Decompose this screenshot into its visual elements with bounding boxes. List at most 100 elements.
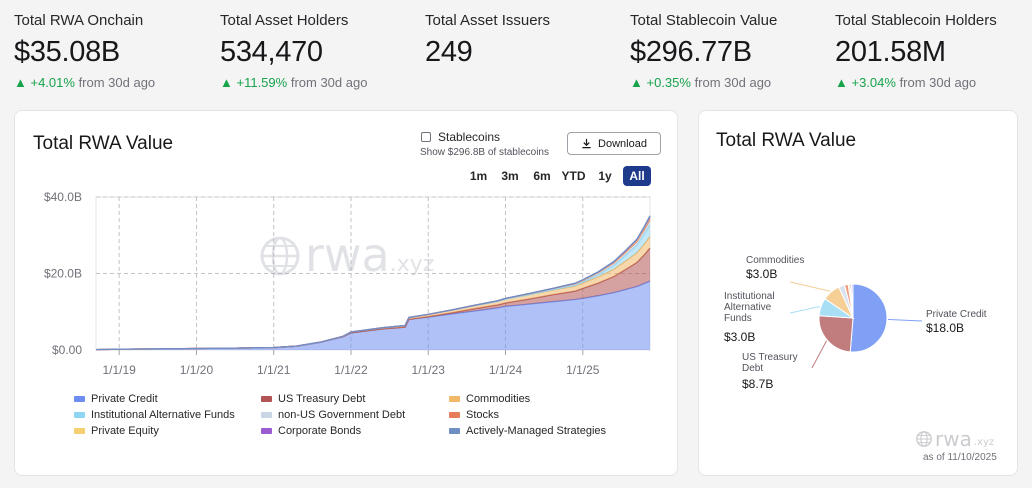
stat-total-stablecoin-value: Total Stablecoin Value $296.77B ▲ +0.35%… bbox=[630, 12, 777, 91]
download-button[interactable]: Download bbox=[567, 132, 661, 155]
stat-change-percent: ▲ +0.35% bbox=[630, 75, 691, 90]
legend-label: Stocks bbox=[466, 409, 500, 421]
legend-swatch bbox=[74, 412, 85, 418]
pie-watermark: rwa .xyz bbox=[915, 427, 994, 451]
legend-item-non-us-government-debt[interactable]: non-US Government Debt bbox=[261, 409, 405, 421]
download-icon bbox=[582, 138, 591, 149]
pie-label-commodities: Commodities bbox=[746, 255, 805, 266]
pie-value-private-credit: $18.0B bbox=[926, 321, 965, 335]
line-actively-managed-strategies bbox=[95, 215, 651, 351]
chart-title: Total RWA Value bbox=[33, 133, 174, 154]
area-private-credit bbox=[96, 281, 650, 350]
stat-change-period: from 30d ago bbox=[78, 75, 156, 90]
stat-label: Total Asset Issuers bbox=[425, 12, 551, 29]
x-tick-label: 1/1/23 bbox=[412, 363, 446, 377]
pie-label-us-treasury-debt: US Treasury Debt bbox=[742, 352, 798, 374]
legend-item-commodities[interactable]: Commodities bbox=[449, 393, 530, 405]
stablecoins-checkbox[interactable] bbox=[421, 132, 431, 142]
pie-value-institutional-alternative-funds: $3.0B bbox=[724, 330, 756, 344]
area-us-treasury-debt bbox=[96, 247, 650, 350]
legend-label: Private Credit bbox=[91, 393, 158, 405]
stat-label: Total Stablecoin Holders bbox=[835, 12, 997, 29]
stat-change-percent: ▲ +3.04% bbox=[835, 75, 896, 90]
legend-label: Corporate Bonds bbox=[278, 425, 362, 437]
chart-watermark: rwa.xyz bbox=[260, 228, 434, 282]
x-tick-label: 1/1/20 bbox=[180, 363, 214, 377]
pie-watermark-text: rwa bbox=[935, 427, 972, 451]
legend-swatch bbox=[449, 412, 460, 418]
x-tick-label: 1/1/24 bbox=[489, 363, 523, 377]
pie-value-us-treasury-debt: $8.7B bbox=[742, 377, 774, 391]
stat-value: 249 bbox=[425, 36, 473, 68]
chart-watermark-text: rwa.xyz bbox=[305, 228, 434, 282]
download-label: Download bbox=[598, 137, 647, 150]
legend-label: Institutional Alternative Funds bbox=[91, 409, 235, 421]
range-all-button[interactable]: All bbox=[623, 166, 651, 186]
y-tick-label: $0.00 bbox=[52, 343, 82, 357]
legend-swatch bbox=[449, 396, 460, 402]
stat-label: Total RWA Onchain bbox=[14, 12, 144, 29]
stat-value: 201.58M bbox=[835, 36, 946, 68]
stat-total-asset-issuers: Total Asset Issuers 249 bbox=[425, 12, 550, 75]
legend-item-stocks[interactable]: Stocks bbox=[449, 409, 499, 421]
legend-label: Actively-Managed Strategies bbox=[466, 425, 607, 437]
stats-row: Total RWA Onchain $35.08B ▲ +4.01% from … bbox=[0, 0, 1032, 100]
legend-swatch bbox=[74, 428, 85, 434]
legend-item-private-credit[interactable]: Private Credit bbox=[74, 393, 158, 405]
stat-change-period: from 30d ago bbox=[899, 75, 977, 90]
x-tick-label: 1/1/22 bbox=[334, 363, 368, 377]
stat-change-percent: ▲ +4.01% bbox=[14, 75, 75, 90]
legend-label: US Treasury Debt bbox=[278, 393, 366, 405]
stablecoins-label: Stablecoins bbox=[438, 130, 501, 144]
legend-item-private-equity[interactable]: Private Equity bbox=[74, 425, 159, 437]
range-1m-button[interactable]: 1m bbox=[469, 169, 488, 183]
stat-label: Total Stablecoin Value bbox=[630, 12, 778, 29]
range-1y-button[interactable]: 1y bbox=[598, 169, 612, 183]
globe-icon bbox=[916, 431, 932, 447]
stat-change: ▲ +4.01% from 30d ago bbox=[14, 75, 155, 91]
globe-icon bbox=[260, 236, 300, 276]
as-of-date: as of 11/10/2025 bbox=[923, 452, 997, 463]
stablecoins-sublabel: Show $296.8B of stablecoins bbox=[420, 147, 549, 158]
y-tick-label: $20.0B bbox=[44, 267, 82, 281]
stat-total-asset-holders: Total Asset Holders 534,470 ▲ +11.59% fr… bbox=[220, 12, 367, 91]
legend-item-us-treasury-debt[interactable]: US Treasury Debt bbox=[261, 393, 365, 405]
stat-change-period: from 30d ago bbox=[290, 75, 368, 90]
stat-value: 534,470 bbox=[220, 36, 323, 68]
range-3m-button[interactable]: 3m bbox=[501, 169, 519, 183]
stat-change: ▲ +3.04% from 30d ago bbox=[835, 75, 997, 91]
legend-label: Commodities bbox=[466, 393, 531, 405]
x-tick-label: 1/1/19 bbox=[102, 363, 136, 377]
legend-item-corporate-bonds[interactable]: Corporate Bonds bbox=[261, 425, 361, 437]
stat-change-period: from 30d ago bbox=[694, 75, 772, 90]
stat-value: $296.77B bbox=[630, 36, 752, 68]
legend-item-institutional-alternative-funds[interactable]: Institutional Alternative Funds bbox=[74, 409, 235, 421]
stat-change: ▲ +0.35% from 30d ago bbox=[630, 75, 777, 91]
stat-change: ▲ +11.59% from 30d ago bbox=[220, 75, 367, 91]
legend-swatch bbox=[261, 428, 272, 434]
legend-label: non-US Government Debt bbox=[278, 409, 406, 421]
legend-item-actively-managed-strategies[interactable]: Actively-Managed Strategies bbox=[449, 425, 606, 437]
y-tick-label: $40.0B bbox=[44, 190, 82, 204]
stat-label: Total Asset Holders bbox=[220, 12, 349, 29]
pie-title: Total RWA Value bbox=[716, 130, 857, 151]
stat-value: $35.08B bbox=[14, 36, 120, 68]
stat-change-percent: ▲ +11.59% bbox=[220, 75, 288, 90]
stat-total-rwa-onchain: Total RWA Onchain $35.08B ▲ +4.01% from … bbox=[14, 12, 155, 91]
legend-label: Private Equity bbox=[91, 425, 159, 437]
pie-value-commodities: $3.0B bbox=[746, 267, 778, 281]
range-6m-button[interactable]: 6m bbox=[533, 169, 551, 183]
x-tick-label: 1/1/21 bbox=[257, 363, 291, 377]
pie-label-institutional-alternative-funds: Institutional Alternative Funds bbox=[724, 291, 775, 324]
pie-watermark-suffix: .xyz bbox=[973, 436, 995, 448]
legend-swatch bbox=[449, 428, 460, 434]
range-ytd-button[interactable]: YTD bbox=[561, 169, 586, 183]
rwa-breakdown-card: Total RWA Value rwa .xyz as of 11/10/202… bbox=[698, 110, 1018, 476]
legend-swatch bbox=[261, 412, 272, 418]
x-tick-label: 1/1/25 bbox=[566, 363, 600, 377]
pie-label-private-credit: Private Credit bbox=[926, 309, 987, 320]
legend-swatch bbox=[261, 396, 272, 402]
stat-total-stablecoin-holders: Total Stablecoin Holders 201.58M ▲ +3.04… bbox=[835, 12, 997, 91]
legend-swatch bbox=[74, 396, 85, 402]
